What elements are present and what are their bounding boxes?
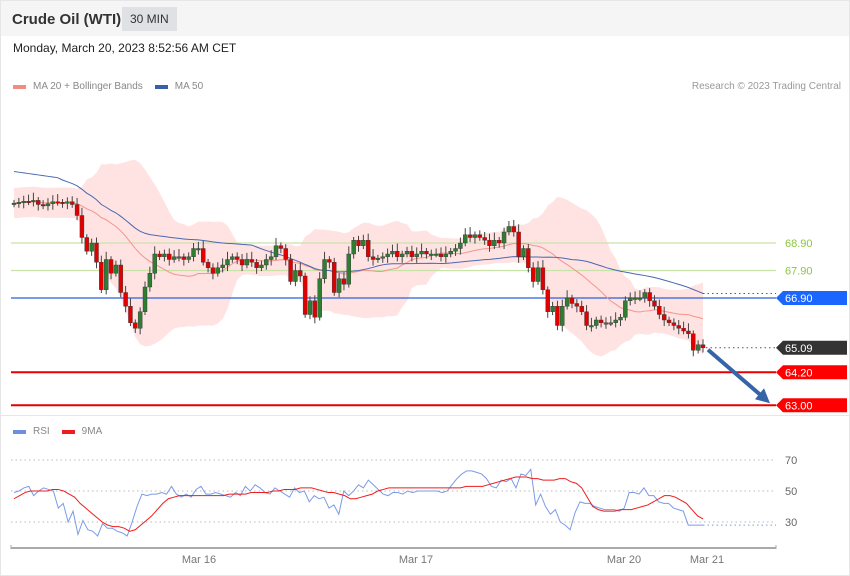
arrowhead-icon [755,388,770,404]
level-tag [776,365,847,380]
rsi-tick-label: 50 [785,486,797,498]
candles [11,192,706,357]
x-tick-label: Mar 16 [182,554,216,566]
instrument-title: Crude Oil (WTI) [12,11,122,28]
x-tick-label: Mar 21 [690,554,724,566]
rsi-9ma-line [13,476,704,532]
level-label: 65.09 [785,343,813,355]
legend-label: RSI [33,426,50,437]
timeframe-button[interactable]: 30 MIN [122,7,177,31]
ma20-line [13,201,704,320]
rsi-line [13,468,703,537]
level-label: 68.90 [785,238,813,250]
ma50-swatch-icon [154,84,168,89]
x-tick-label: Mar 20 [607,554,641,566]
rsi-tick-label: 30 [785,517,797,529]
credit-text: Research © 2023 Trading Central [691,81,841,92]
timestamp: Monday, March 20, 2023 8:52:56 AM CET [13,41,237,55]
9ma-swatch-icon [61,429,75,434]
level-tag [776,398,847,413]
legend-label: MA 50 [174,81,204,92]
ma20-swatch-icon [13,84,26,89]
panel-divider [1,415,849,416]
level-tag [776,291,847,305]
legend-ma20-bollinger: MA 20 + Bollinger Bands [13,81,143,92]
level-tag [776,340,847,355]
level-label: 66.90 [785,293,813,305]
legend-label: MA 20 + Bollinger Bands [33,81,143,92]
header-bar: Crude Oil (WTI) 30 MIN [1,1,849,36]
legend-ma50: MA 50 [154,81,204,92]
rsi-tick-label: 70 [785,455,797,467]
level-label: 67.90 [785,266,813,278]
x-tick-label: Mar 17 [399,554,433,566]
rsi-swatch-icon [13,429,26,434]
level-label: 64.20 [785,367,813,379]
level-label: 63.00 [785,400,813,412]
ma50-line [13,171,704,294]
legend-label: 9MA [81,426,103,437]
rsi-legend: RSI 9MA [13,426,114,437]
forecast-arrow [706,348,764,398]
legend-rsi: RSI [13,426,50,437]
bollinger-band [14,159,703,357]
main-legend: MA 20 + Bollinger Bands MA 50 [13,81,215,92]
legend-9ma: 9MA [61,426,103,437]
